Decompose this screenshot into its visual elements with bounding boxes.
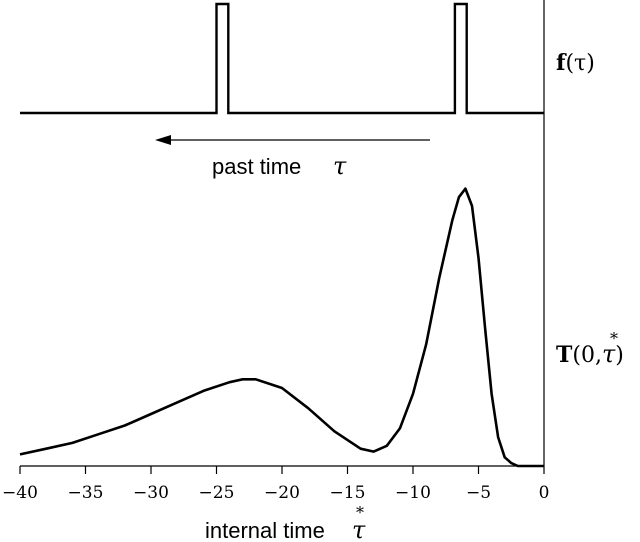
x-tick-label: −5	[466, 483, 491, 503]
T-label: T(0,τ)	[556, 340, 624, 368]
past-time-label: past time	[212, 154, 301, 179]
T-label-accent: *	[610, 329, 618, 348]
bottom-panel: −40 −35 −30 −25 −20 −15 −10 −5 0 T(0,τ) * intern…	[2, 187, 624, 542]
T-series-line	[19, 187, 544, 468]
x-tick-label: −30	[133, 483, 169, 503]
x-axis-ticks: −40 −35 −30 −25 −20 −15 −10 −5 0	[2, 466, 549, 503]
x-tick-label: 0	[539, 483, 550, 503]
x-tick-label: −35	[68, 483, 104, 503]
x-axis-label: internal time	[205, 518, 325, 542]
f-tau-label: f(τ)	[556, 50, 595, 76]
past-time-arrow	[155, 135, 430, 145]
x-tick-label: −10	[395, 483, 431, 503]
f-tau-series-line	[20, 2, 544, 115]
past-time-symbol: τ	[333, 152, 347, 180]
x-tick-label: −15	[330, 483, 366, 503]
top-panel: f(τ) past time τ	[20, 0, 595, 466]
x-tick-label: −25	[199, 483, 235, 503]
x-tick-label: −20	[264, 483, 300, 503]
x-tick-label: −40	[2, 483, 38, 503]
x-axis-symbol-accent: *	[356, 503, 364, 522]
x-axis-symbol: τ	[352, 516, 366, 542]
